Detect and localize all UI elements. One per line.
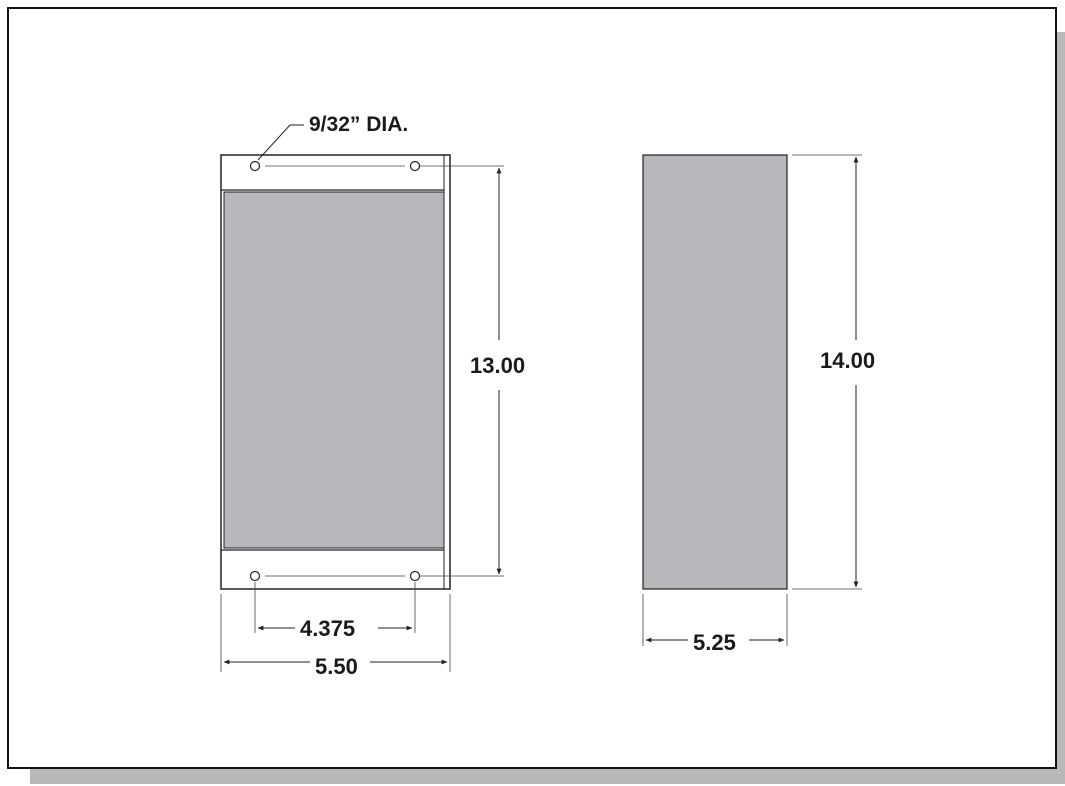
- sheet-frame: [7, 7, 1057, 769]
- front-panel: [223, 191, 445, 549]
- hole-spacing-label: 4.375: [300, 616, 355, 641]
- mount-hole-top-left: [249, 160, 261, 172]
- side-view: 14.00 5.25: [642, 154, 896, 655]
- side-depth-label: 5.25: [693, 630, 736, 655]
- front-width-label: 5.50: [315, 654, 358, 679]
- mount-hole-top-right: [409, 160, 421, 172]
- side-view-body: [642, 154, 788, 590]
- hole-diameter-leader: [257, 124, 304, 161]
- mount-hole-bottom-right: [409, 570, 421, 582]
- front-view: 9/32” DIA. 13.00 4.375 5.50: [220, 113, 525, 679]
- hole-diameter-label: 9/32” DIA.: [309, 113, 408, 136]
- side-height-label-mask: [882, 345, 896, 375]
- mount-height-label: 13.00: [470, 353, 525, 378]
- side-height-label: 14.00: [820, 348, 875, 373]
- mount-hole-bottom-left: [249, 570, 261, 582]
